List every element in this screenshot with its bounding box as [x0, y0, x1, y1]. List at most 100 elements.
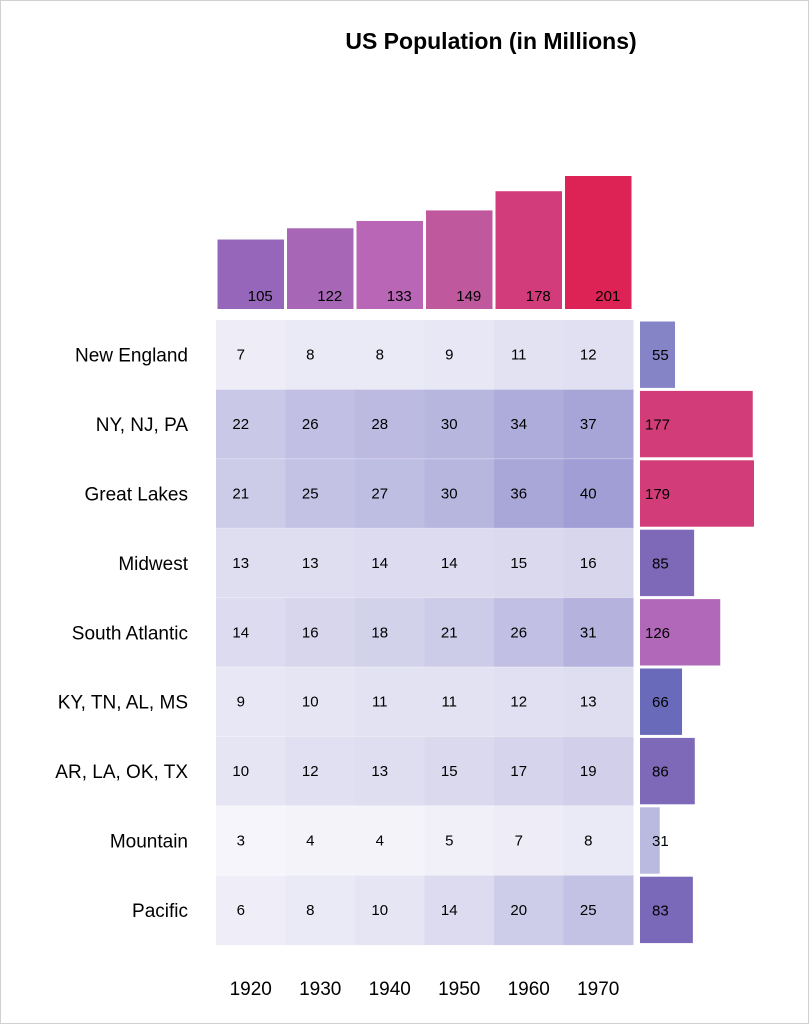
heatmap-cell-label: 8	[584, 833, 592, 850]
heatmap-cell	[285, 875, 356, 946]
heatmap-cell	[494, 805, 564, 876]
heatmap-cell-label: 27	[371, 486, 388, 503]
heatmap-cell	[216, 805, 286, 876]
row-label: AR, LA, OK, TX	[55, 762, 188, 783]
heatmap-cell-label: 10	[371, 902, 388, 919]
heatmap-cell	[285, 667, 356, 737]
heatmap-cell-label: 14	[232, 624, 249, 641]
heatmap-cell-label: 3	[237, 833, 245, 850]
column-total-bar	[287, 228, 354, 309]
row-total-bar	[640, 321, 676, 388]
heatmap-cell-label: 34	[510, 416, 527, 433]
row-total-bar	[640, 529, 695, 597]
column-label: 1930	[299, 979, 341, 1000]
row-label: KY, TN, AL, MS	[58, 693, 188, 714]
heatmap-cell	[355, 458, 425, 529]
heatmap-cell-label: 5	[445, 833, 453, 850]
heatmap-cell-label: 40	[580, 486, 597, 503]
heatmap-cell	[494, 389, 564, 460]
heatmap-cell-label: 25	[302, 486, 319, 503]
column-total-bar	[565, 176, 632, 309]
heatmap-cell	[355, 528, 425, 599]
row-total-label: 83	[652, 902, 669, 919]
heatmap-cell	[216, 736, 286, 807]
heatmap-cell-label: 7	[515, 833, 523, 850]
column-total-label: 201	[595, 288, 620, 305]
heatmap-cell	[494, 667, 564, 737]
heatmap-cell	[216, 320, 286, 390]
heatmap-cell-label: 17	[510, 763, 527, 780]
heatmap-cell-label: 18	[371, 624, 388, 641]
heatmap-cell	[216, 528, 286, 599]
heatmap-cell-label: 15	[441, 763, 458, 780]
heatmap-cell-label: 8	[376, 347, 384, 364]
heatmap-cell-label: 6	[237, 902, 245, 919]
heatmap-cell	[216, 597, 286, 668]
heatmap-cell-label: 13	[371, 763, 388, 780]
heatmap-cell-label: 8	[306, 902, 314, 919]
row-label: Mountain	[110, 832, 188, 853]
heatmap-cell	[494, 320, 564, 390]
heatmap-cell	[285, 389, 356, 460]
row-total-bar	[640, 807, 660, 874]
column-total-bar	[495, 191, 562, 309]
heatmap-cell	[216, 875, 286, 946]
heatmap-cell-label: 12	[302, 763, 319, 780]
row-total-bar	[640, 460, 754, 527]
column-labels: 1920 1930 1940 1950 1960 1970	[230, 979, 620, 1000]
row-total-label: 126	[645, 625, 670, 642]
heatmap-cell	[355, 389, 425, 460]
row-total-bar	[640, 737, 695, 805]
heatmap-cell-label: 14	[441, 902, 458, 919]
row-total-label: 85	[652, 555, 669, 572]
heatmap-cell-label: 10	[302, 694, 319, 711]
column-totals-bars: 105 122 133 149 178 201	[217, 176, 632, 309]
heatmap-cell-label: 12	[510, 694, 527, 711]
heatmap-cell	[285, 528, 356, 599]
heatmap-cell-label: 19	[580, 763, 597, 780]
heatmap-cell	[494, 528, 564, 599]
row-label: Midwest	[118, 554, 188, 575]
row-total-label: 66	[652, 694, 669, 711]
column-total-bar	[426, 210, 493, 309]
column-label: 1940	[369, 979, 411, 1000]
heatmap-cell	[563, 667, 634, 737]
heatmap-cell	[355, 736, 425, 807]
heatmap-cell	[563, 528, 634, 599]
row-total-bar	[640, 668, 683, 735]
heatmap-cell-label: 10	[232, 763, 249, 780]
heatmap-cell-label: 31	[580, 624, 597, 641]
heatmap-cell	[424, 320, 495, 390]
heatmap-cell	[563, 389, 634, 460]
row-total-bar	[640, 876, 693, 944]
heatmap-cell	[424, 667, 495, 737]
heatmap-cell-label: 13	[232, 555, 249, 572]
heatmap-cell-label: 12	[580, 347, 597, 364]
heatmap-cell-label: 14	[371, 555, 388, 572]
heatmap-cell	[563, 320, 634, 390]
heatmap-cell-label: 8	[306, 347, 314, 364]
heatmap-cell-label: 30	[441, 416, 458, 433]
row-total-label: 177	[645, 417, 670, 434]
row-label: Great Lakes	[85, 485, 189, 506]
heatmap-cell-label: 21	[232, 486, 249, 503]
heatmap-cell	[216, 667, 286, 737]
heatmap-cell-label: 36	[510, 486, 527, 503]
heatmap-cell-label: 11	[441, 694, 457, 711]
row-total-label: 86	[652, 764, 669, 781]
heatmap-cell-label: 28	[371, 416, 388, 433]
heatmap-cell	[563, 597, 634, 668]
heatmap-cell	[355, 597, 425, 668]
heatmap-cell	[285, 736, 356, 807]
heatmap-cell	[494, 875, 564, 946]
heatmap-cell-label: 13	[580, 694, 597, 711]
heatmap-cell	[424, 597, 495, 668]
heatmap-cell	[285, 597, 356, 668]
row-total-bar	[640, 599, 721, 666]
heatmap-cell	[563, 805, 634, 876]
row-label: New England	[75, 346, 188, 367]
heatmap-cell-label: 16	[580, 555, 597, 572]
heatmap-cell	[285, 805, 356, 876]
